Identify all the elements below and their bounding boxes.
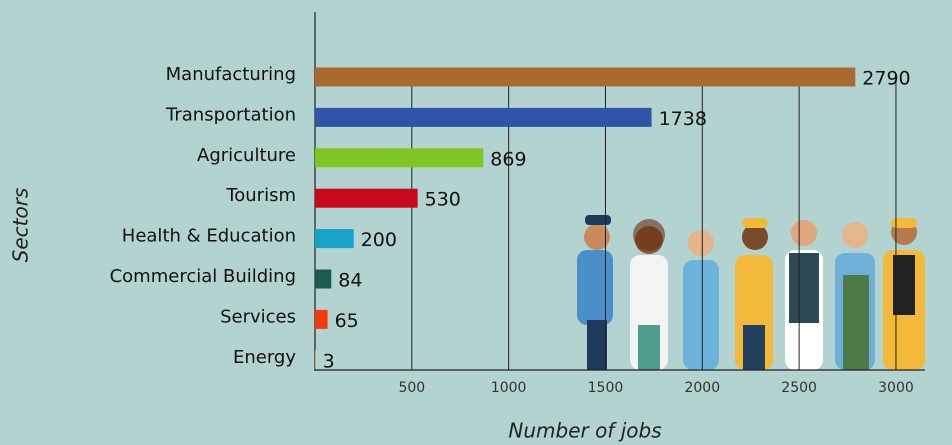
value-label: 2790 xyxy=(862,68,910,90)
value-label: 3 xyxy=(323,350,335,372)
x-axis-title: Number of jobs xyxy=(508,419,661,443)
x-tick-label: 2500 xyxy=(781,380,817,396)
bar xyxy=(315,229,354,249)
bar xyxy=(315,350,316,370)
value-label: 84 xyxy=(338,270,362,292)
x-tick-label: 2000 xyxy=(684,380,720,396)
bar xyxy=(315,67,856,87)
y-tick-label: Commercial Building xyxy=(110,266,296,287)
value-label: 1738 xyxy=(659,108,707,130)
x-tick-label: 3000 xyxy=(878,380,914,396)
bar xyxy=(315,269,332,289)
bar xyxy=(315,309,328,329)
bar xyxy=(315,148,484,168)
x-tick-label: 500 xyxy=(398,380,425,396)
value-label: 200 xyxy=(361,229,397,251)
bar xyxy=(315,107,652,127)
y-tick-label: Agriculture xyxy=(197,145,296,166)
value-label: 65 xyxy=(335,310,359,332)
x-tick-label: 1000 xyxy=(491,380,527,396)
value-label: 869 xyxy=(490,148,526,170)
y-tick-label: Tourism xyxy=(225,185,296,206)
y-tick-label: Transportation xyxy=(165,104,296,125)
bar xyxy=(315,188,418,208)
workers-illustration xyxy=(577,215,925,370)
value-label: 530 xyxy=(425,189,461,211)
y-tick-label: Health & Education xyxy=(122,226,296,247)
x-tick-label: 1500 xyxy=(588,380,624,396)
y-tick-label: Services xyxy=(220,306,296,327)
y-axis-title: Sectors xyxy=(9,188,33,263)
y-tick-label: Manufacturing xyxy=(166,64,296,85)
y-tick-label: Energy xyxy=(233,347,296,368)
